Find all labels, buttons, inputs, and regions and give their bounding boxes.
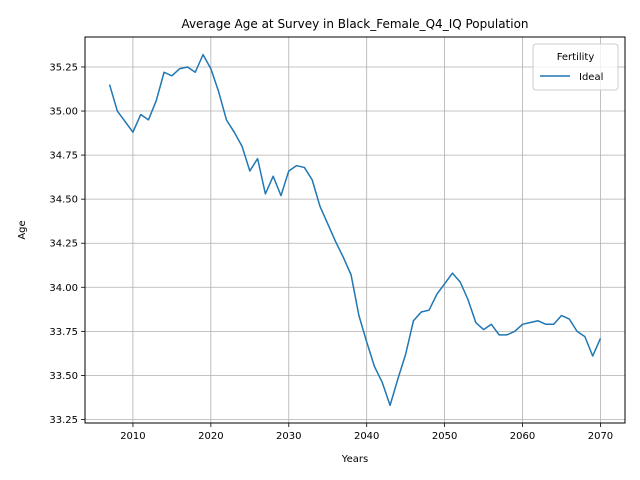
x-tick-label: 2040 [354, 431, 379, 442]
chart-title: Average Age at Survey in Black_Female_Q4… [181, 17, 528, 31]
legend-title: Fertility [557, 52, 595, 63]
y-tick-label: 33.25 [49, 415, 78, 426]
x-tick-label: 2070 [588, 431, 613, 442]
x-tick-label: 2020 [198, 431, 223, 442]
y-tick-label: 34.25 [49, 239, 78, 250]
series-line-ideal [108, 53, 602, 407]
x-axis-ticks: 2010 2020 2030 2040 2050 2060 2070 [120, 423, 613, 442]
grid [85, 37, 625, 423]
legend: Fertility Ideal [532, 43, 619, 91]
y-tick-label: 35.00 [49, 107, 78, 118]
plot-frame [84, 36, 626, 424]
x-tick-label: 2050 [432, 431, 457, 442]
legend-label-ideal: Ideal [579, 72, 603, 83]
series-layer [108, 53, 602, 407]
x-tick-label: 2010 [120, 431, 145, 442]
y-tick-label: 34.50 [49, 195, 78, 206]
y-tick-label: 34.75 [49, 151, 78, 162]
x-tick-label: 2030 [276, 431, 301, 442]
y-axis-ticks: 33.25 33.50 33.75 34.00 34.25 34.50 34.75 35.00… [49, 62, 85, 426]
y-tick-label: 33.75 [49, 327, 78, 338]
y-tick-label: 34.00 [49, 283, 78, 294]
x-axis-label: Years [341, 454, 368, 465]
y-axis-label: Age [17, 220, 28, 239]
y-tick-label: 33.50 [49, 371, 78, 382]
y-tick-label: 35.25 [49, 62, 78, 73]
x-tick-label: 2060 [510, 431, 535, 442]
legend-box [532, 43, 619, 91]
